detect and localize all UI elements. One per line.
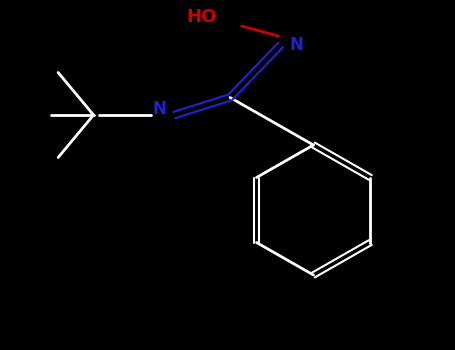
Text: HO: HO [186, 8, 217, 27]
Text: N: N [152, 100, 166, 118]
Text: N: N [290, 36, 303, 54]
